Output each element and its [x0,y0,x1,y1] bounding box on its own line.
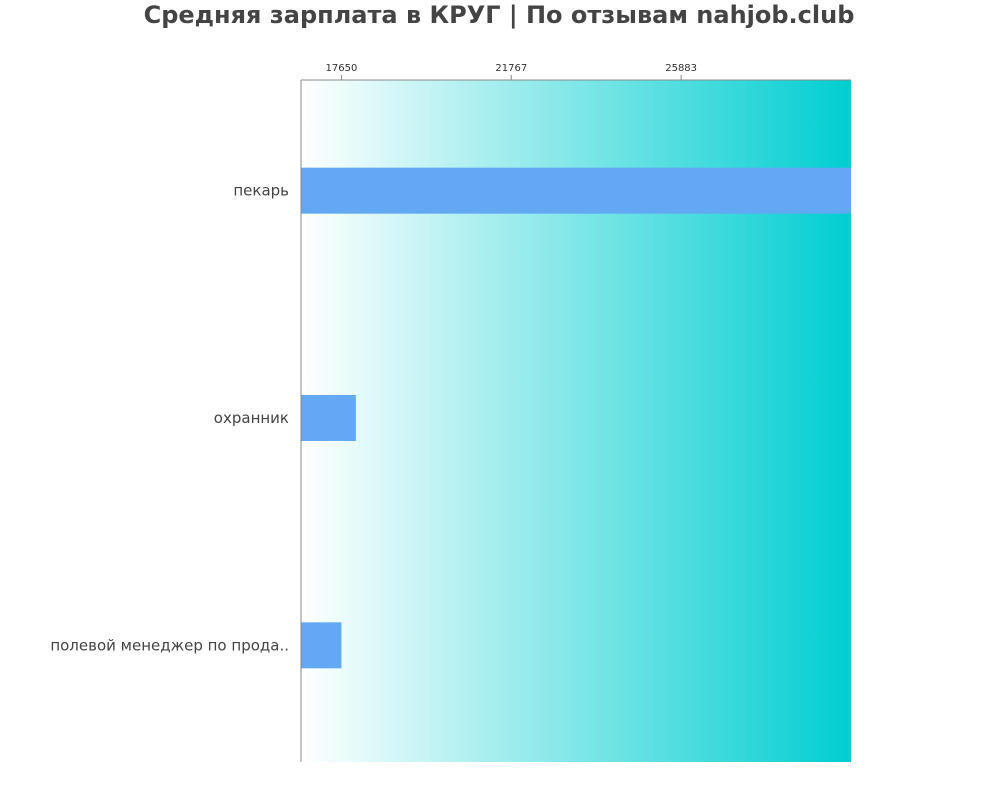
category-label-0: пекарь [233,182,289,200]
bar-0 [301,167,851,214]
category-label-1: охранник [214,409,289,427]
category-label-2: полевой менеджер по прода.. [50,636,289,654]
x-tick-label-2: 25883 [665,63,697,74]
bar-1 [301,395,356,441]
bar-2 [301,622,342,669]
chart-title: Средняя зарплата в КРУГ | По отзывам nah… [143,1,855,29]
x-tick-label-0: 17650 [326,63,358,74]
x-tick-label-1: 21767 [495,63,527,74]
